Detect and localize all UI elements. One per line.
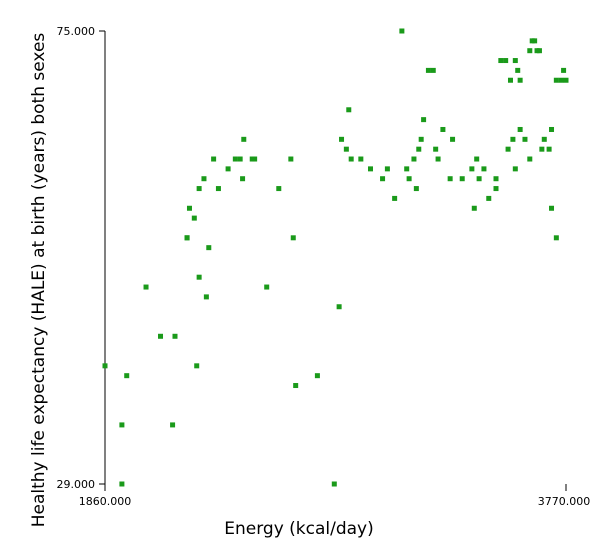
data-point xyxy=(184,235,190,241)
data-point xyxy=(339,136,345,142)
data-point xyxy=(172,333,178,339)
data-point xyxy=(430,67,436,73)
data-point xyxy=(348,156,354,162)
data-point xyxy=(288,156,294,162)
data-point xyxy=(512,58,518,64)
data-point xyxy=(435,156,441,162)
data-point xyxy=(558,77,564,83)
data-point xyxy=(240,176,246,182)
data-point xyxy=(232,156,238,162)
data-point xyxy=(474,156,480,162)
data-point xyxy=(206,245,212,251)
data-point xyxy=(392,195,398,201)
data-point xyxy=(553,235,559,241)
data-point xyxy=(515,67,521,73)
data-point xyxy=(264,284,270,290)
data-point xyxy=(237,156,243,162)
data-point xyxy=(440,126,446,132)
data-point xyxy=(225,166,231,172)
data-point xyxy=(215,186,221,192)
data-point xyxy=(486,195,492,201)
data-point xyxy=(418,136,424,142)
data-point xyxy=(276,186,282,192)
data-point xyxy=(563,77,569,83)
data-point xyxy=(507,77,513,83)
data-point xyxy=(241,136,247,142)
data-point xyxy=(211,156,217,162)
data-point xyxy=(469,166,475,172)
data-point xyxy=(546,146,552,152)
data-point xyxy=(425,67,431,73)
data-point xyxy=(186,205,192,211)
data-point xyxy=(527,156,533,162)
data-point xyxy=(380,176,386,182)
data-point xyxy=(119,422,125,428)
data-point xyxy=(517,126,523,132)
data-point xyxy=(406,176,412,182)
data-point xyxy=(343,146,349,152)
data-point xyxy=(450,136,456,142)
data-point xyxy=(346,107,352,113)
data-point xyxy=(481,166,487,172)
data-point xyxy=(416,146,422,152)
data-point xyxy=(549,126,555,132)
data-point xyxy=(290,235,296,241)
data-point xyxy=(510,136,516,142)
data-point xyxy=(203,294,209,300)
data-point xyxy=(331,481,337,487)
data-point xyxy=(522,136,528,142)
data-point xyxy=(293,383,299,389)
data-points xyxy=(102,28,569,487)
data-point xyxy=(498,58,504,64)
x-tick-label-min: 1860.000 xyxy=(79,495,132,508)
data-point xyxy=(505,146,511,152)
y-tick-label-max: 75.000 xyxy=(57,25,96,38)
data-point xyxy=(358,156,364,162)
data-point xyxy=(201,176,207,182)
data-point xyxy=(124,373,130,379)
x-tick-label-max: 3770.000 xyxy=(538,495,591,508)
data-point xyxy=(413,186,419,192)
data-point xyxy=(493,186,499,192)
data-point xyxy=(549,205,555,211)
data-point xyxy=(447,176,453,182)
data-point xyxy=(553,77,559,83)
data-point xyxy=(252,156,258,162)
data-point xyxy=(536,48,542,54)
x-axis-title: Energy (kcal/day) xyxy=(224,519,374,539)
data-point xyxy=(539,146,545,152)
data-point xyxy=(476,176,482,182)
data-point xyxy=(367,166,373,172)
data-point xyxy=(404,166,410,172)
data-point xyxy=(459,176,465,182)
y-tick-label-min: 29.000 xyxy=(57,478,96,491)
data-point xyxy=(119,481,125,487)
data-point xyxy=(158,333,164,339)
data-point xyxy=(532,38,538,44)
data-point xyxy=(170,422,176,428)
data-point xyxy=(102,363,108,369)
data-point xyxy=(421,117,427,123)
data-point xyxy=(196,274,202,280)
data-point xyxy=(503,58,509,64)
data-point xyxy=(336,304,342,310)
data-point xyxy=(399,28,405,34)
data-point xyxy=(517,77,523,83)
data-point xyxy=(541,136,547,142)
data-point xyxy=(314,373,320,379)
data-point xyxy=(191,215,197,221)
data-point xyxy=(143,284,149,290)
data-point xyxy=(194,363,200,369)
y-axis-title: Healthy life expectancy (HALE) at birth … xyxy=(29,33,49,528)
data-point xyxy=(196,186,202,192)
data-point xyxy=(527,48,533,54)
data-point xyxy=(433,146,439,152)
data-point xyxy=(561,67,567,73)
data-point xyxy=(384,166,390,172)
data-point xyxy=(512,166,518,172)
data-point xyxy=(471,205,477,211)
data-point xyxy=(411,156,417,162)
data-point xyxy=(493,176,499,182)
